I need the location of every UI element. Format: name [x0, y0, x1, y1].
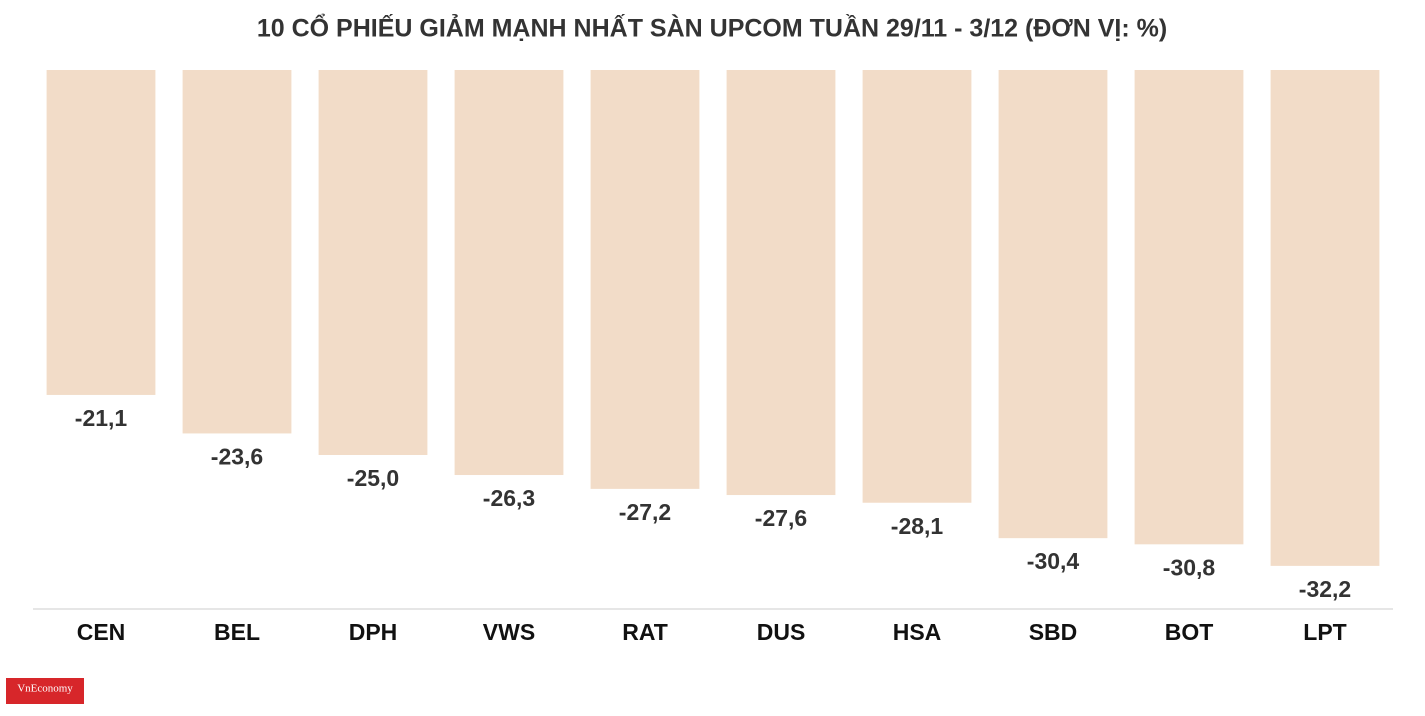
- value-label: -21,1: [75, 405, 128, 431]
- bar: [46, 70, 156, 395]
- x-tick-label: RAT: [622, 619, 668, 645]
- x-tick-label: SBD: [1029, 619, 1078, 645]
- value-label: -25,0: [347, 465, 399, 491]
- value-label: -26,3: [483, 485, 535, 511]
- bar: [318, 70, 428, 455]
- bar: [454, 70, 564, 476]
- bar: [998, 70, 1108, 539]
- bar: [862, 70, 972, 503]
- value-label: -28,1: [891, 513, 944, 539]
- x-tick-label: BOT: [1165, 619, 1214, 645]
- x-tick-label: CEN: [77, 619, 126, 645]
- x-tick-label: BEL: [214, 619, 260, 645]
- logo-box: [6, 678, 84, 704]
- bar: [182, 70, 292, 434]
- logo: VnEconomy: [17, 683, 73, 695]
- value-label: -23,6: [211, 444, 263, 470]
- x-tick-label: DUS: [757, 619, 806, 645]
- value-label: -32,2: [1299, 576, 1351, 602]
- chart-title: 10 CỔ PHIẾU GIẢM MẠNH NHẤT SÀN UPCOM TUẦ…: [257, 13, 1167, 43]
- x-tick-label: DPH: [349, 619, 398, 645]
- x-tick-label: VWS: [483, 619, 535, 645]
- bar: [1270, 70, 1380, 566]
- x-tick-label: HSA: [893, 619, 942, 645]
- bar: [590, 70, 700, 489]
- bar: [726, 70, 836, 496]
- value-label: -27,6: [755, 505, 807, 531]
- value-label: -30,8: [1163, 554, 1216, 580]
- value-label: -30,4: [1027, 548, 1080, 574]
- value-label: -27,2: [619, 499, 671, 525]
- bar: [1134, 70, 1244, 545]
- x-tick-label: LPT: [1303, 619, 1346, 645]
